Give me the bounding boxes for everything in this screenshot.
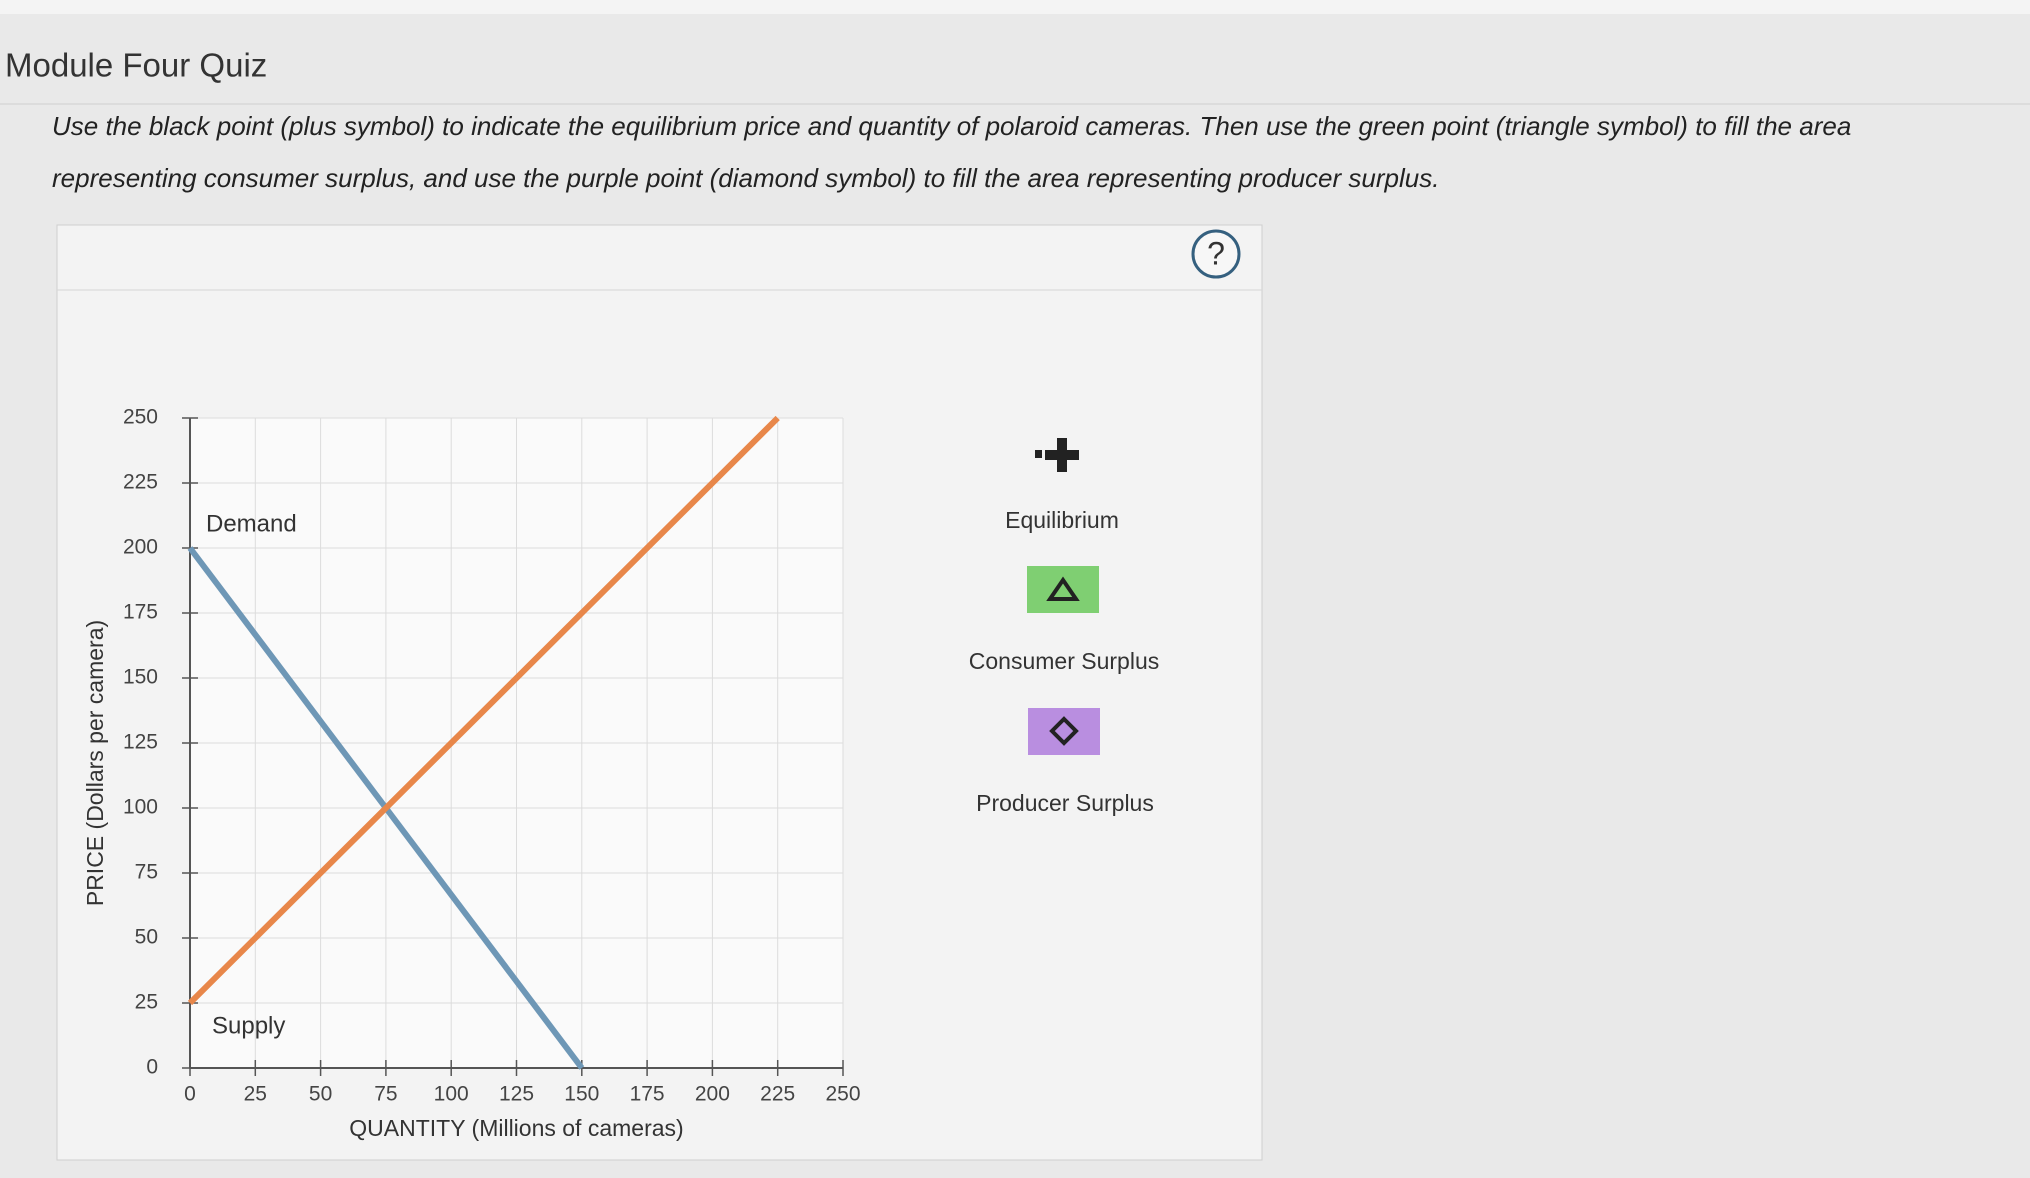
plus-icon[interactable] (1045, 450, 1079, 460)
x-tick-label: 225 (760, 1083, 795, 1106)
x-tick-label: 150 (564, 1083, 599, 1106)
y-tick-label: 250 (123, 406, 158, 429)
green-box[interactable] (1027, 566, 1099, 613)
purple-box[interactable] (1028, 708, 1100, 755)
y-tick-label: 200 (123, 536, 158, 559)
instructions: Use the black point (plus symbol) to ind… (52, 111, 1852, 193)
diamond-icon[interactable] (1049, 716, 1079, 746)
top-bar (0, 0, 2030, 14)
series-label: Supply (212, 1012, 285, 1039)
equilibrium-tool[interactable] (1035, 438, 1079, 472)
producer-surplus-tool[interactable] (1028, 708, 1100, 755)
x-tick-label: 100 (434, 1083, 469, 1106)
x-tick-label: 0 (184, 1083, 196, 1106)
tool-label: Equilibrium (1005, 507, 1119, 533)
x-tick-label: 125 (499, 1083, 534, 1106)
x-tick-label: 175 (630, 1083, 665, 1106)
x-tick-label: 75 (374, 1083, 397, 1106)
help-circle[interactable] (1191, 229, 1241, 279)
y-axis-label: PRICE (Dollars per camera) (82, 620, 108, 906)
y-tick-label: 75 (135, 861, 158, 884)
help-button[interactable]: ? (1191, 229, 1241, 279)
y-tick-label: 0 (146, 1056, 158, 1079)
x-tick-label: 50 (309, 1083, 332, 1106)
tool-label: Consumer Surplus (969, 648, 1159, 674)
x-axis-label: QUANTITY (Millions of cameras) (349, 1115, 683, 1141)
y-tick-label: 125 (123, 731, 158, 754)
x-tick-label: 200 (695, 1083, 730, 1106)
tool-label: Producer Surplus (976, 790, 1154, 816)
series-label: Demand (206, 510, 297, 537)
x-tick-label: 250 (825, 1083, 860, 1106)
y-tick-label: 175 (123, 601, 158, 624)
y-tick-label: 150 (123, 666, 158, 689)
plus-icon[interactable] (1035, 450, 1042, 458)
y-tick-label: 25 (135, 991, 158, 1014)
series-line (187, 415, 780, 1006)
page-title: Module Four Quiz (5, 47, 267, 84)
x-tick-label: 25 (244, 1083, 267, 1106)
y-tick-label: 50 (135, 926, 158, 949)
y-tick-label: 100 (123, 796, 158, 819)
help-icon[interactable]: ? (1207, 235, 1225, 271)
y-tick-label: 225 (123, 471, 158, 494)
consumer-surplus-tool[interactable] (1027, 566, 1099, 613)
triangle-icon[interactable] (1046, 576, 1080, 601)
